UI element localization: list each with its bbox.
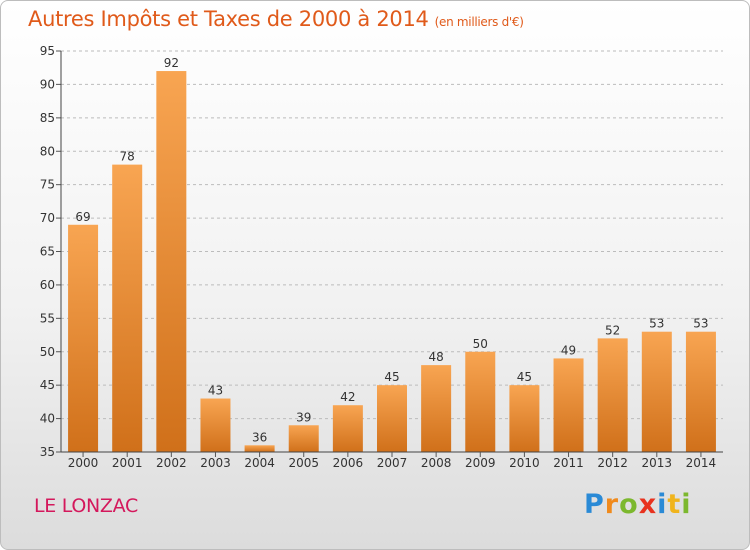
- chart-title: Autres Impôts et Taxes de 2000 à 2014 (en…: [28, 7, 524, 31]
- logo-letter: i: [681, 489, 692, 520]
- y-tick-label: 60: [40, 278, 55, 292]
- x-tick-label: 2013: [642, 456, 673, 470]
- bar: [377, 385, 407, 452]
- bar: [332, 405, 363, 452]
- bar-value-label: 45: [517, 370, 532, 384]
- x-tick-label: 2010: [509, 456, 540, 470]
- bar-value-label: 48: [428, 350, 443, 364]
- bar: [509, 385, 540, 452]
- bar: [641, 331, 672, 452]
- x-tick-label: 2012: [597, 456, 628, 470]
- bar-value-label: 50: [473, 337, 488, 351]
- x-tick-label: 2005: [288, 456, 319, 470]
- x-tick-label: 2011: [553, 456, 584, 470]
- logo-letter: r: [604, 489, 620, 520]
- x-tick-label: 2004: [244, 456, 275, 470]
- bar: [553, 358, 584, 452]
- bar: [200, 398, 231, 452]
- bar: [421, 365, 452, 452]
- bar: [597, 338, 628, 452]
- x-tick-label: 2009: [465, 456, 496, 470]
- bar-value-label: 69: [75, 210, 90, 224]
- y-tick-label: 85: [40, 111, 55, 125]
- bar-value-label: 36: [252, 430, 267, 444]
- x-tick-label: 2002: [156, 456, 187, 470]
- proxiti-logo: Proxiti: [584, 489, 692, 520]
- y-tick-label: 40: [40, 412, 55, 426]
- y-tick-label: 45: [40, 378, 55, 392]
- x-tick-label: 2003: [200, 456, 231, 470]
- bar-value-label: 52: [605, 323, 620, 337]
- bar-value-label: 45: [384, 370, 399, 384]
- bar-value-label: 43: [208, 384, 223, 398]
- x-tick-label: 2001: [112, 456, 143, 470]
- logo-letter: t: [667, 489, 682, 520]
- bar-value-label: 53: [649, 317, 664, 331]
- bar: [112, 164, 143, 452]
- logo-letter: x: [638, 489, 658, 520]
- x-tick-label: 2014: [686, 456, 717, 470]
- y-tick-label: 50: [40, 345, 55, 359]
- y-tick-label: 95: [40, 44, 55, 58]
- y-tick-label: 55: [40, 311, 55, 325]
- y-tick-label: 70: [40, 211, 55, 225]
- x-tick-label: 2008: [421, 456, 452, 470]
- y-tick-label: 90: [40, 77, 55, 91]
- y-tick-label: 65: [40, 245, 55, 259]
- y-tick-label: 35: [40, 445, 55, 459]
- x-tick-label: 2007: [377, 456, 408, 470]
- chart-title-text: Autres Impôts et Taxes de 2000 à 2014: [28, 7, 429, 31]
- bar-value-label: 42: [340, 390, 355, 404]
- bar-value-label: 39: [296, 410, 311, 424]
- bar-value-label: 92: [164, 56, 179, 70]
- bar-value-label: 53: [693, 317, 708, 331]
- bar: [244, 445, 275, 452]
- bar: [68, 224, 99, 452]
- logo-letter: P: [584, 489, 605, 520]
- bar: [465, 351, 496, 452]
- logo-letter: i: [657, 489, 668, 520]
- bar: [685, 331, 716, 452]
- bar: [288, 425, 319, 452]
- bar-value-label: 78: [120, 150, 135, 164]
- bar-value-label: 49: [561, 343, 576, 357]
- x-tick-label: 2000: [68, 456, 99, 470]
- place-name: LE LONZAC: [34, 495, 138, 517]
- x-tick-label: 2006: [333, 456, 364, 470]
- bar: [156, 71, 187, 453]
- y-tick-label: 75: [40, 178, 55, 192]
- chart-subtitle: (en milliers d'€): [434, 15, 524, 29]
- logo-letter: o: [619, 489, 639, 520]
- y-tick-label: 80: [40, 144, 55, 158]
